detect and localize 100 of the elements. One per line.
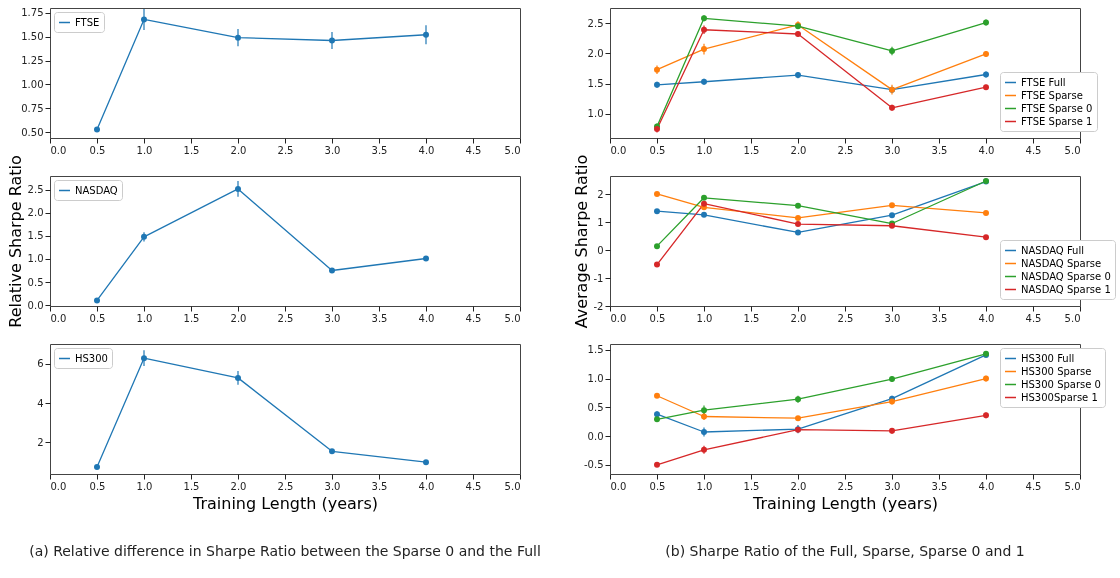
legend-label: HS300 — [75, 352, 108, 364]
y-tick-label: 2.0 — [27, 207, 44, 219]
x-tick-label: 2.0 — [790, 480, 807, 492]
x-tick-label: 2.0 — [790, 144, 807, 156]
x-tick-label: 3.5 — [931, 144, 948, 156]
x-tick-label: 1.0 — [696, 144, 713, 156]
x-tick-label: 1.5 — [743, 144, 760, 156]
y-tick-label: 0 — [597, 244, 604, 256]
y-tick-label: -1 — [593, 272, 604, 284]
x-tick-label: 0.5 — [89, 480, 106, 492]
x-tick-label: 2.5 — [277, 480, 294, 492]
y-tick-label: 4 — [37, 397, 44, 409]
x-tick-label: 3.5 — [371, 312, 388, 324]
legend-label: HS300 Sparse 0 — [1021, 378, 1101, 390]
x-axis-title: Training Length (years) — [751, 493, 939, 513]
x-tick-label: 0.0 — [50, 312, 67, 324]
x-tick-label: 1.0 — [136, 144, 153, 156]
y-tick-label: 0.5 — [587, 401, 604, 413]
legend-label: FTSE — [75, 16, 100, 28]
y-tick-label: 1.50 — [21, 31, 44, 43]
y-axis-title: Relative Sharpe Ratio — [5, 155, 25, 328]
x-tick-label: 5.0 — [504, 144, 521, 156]
x-tick-label: 3.0 — [884, 312, 901, 324]
x-tick-label: 1.5 — [183, 480, 200, 492]
x-tick-label: 1.0 — [696, 480, 713, 492]
x-tick-label: 0.0 — [50, 480, 67, 492]
legend-label: FTSE Sparse 1 — [1021, 115, 1093, 127]
legend-label: NASDAQ Sparse 0 — [1021, 270, 1111, 282]
y-tick-label: 0.0 — [27, 299, 44, 311]
y-tick-label: -2 — [593, 300, 604, 312]
y-tick-label: 1 — [597, 216, 604, 228]
x-tick-label: 4.0 — [418, 144, 435, 156]
x-tick-label: 0.0 — [610, 480, 627, 492]
legend-label: FTSE Sparse — [1021, 89, 1083, 101]
y-tick-label: -0.5 — [583, 459, 604, 471]
y-tick-label: 1.0 — [587, 108, 604, 120]
y-tick-label: 1.0 — [27, 253, 44, 265]
x-tick-label: 2.0 — [230, 480, 247, 492]
x-tick-label: 2.0 — [790, 312, 807, 324]
x-tick-label: 1.5 — [183, 312, 200, 324]
x-tick-label: 0.5 — [89, 144, 106, 156]
x-axis-title: Training Length (years) — [191, 493, 379, 513]
y-tick-label: 0.0 — [587, 430, 604, 442]
x-tick-label: 0.0 — [610, 144, 627, 156]
y-tick-label: 2 — [37, 436, 44, 448]
x-tick-label: 4.0 — [978, 480, 995, 492]
x-tick-label: 3.5 — [371, 480, 388, 492]
x-tick-label: 0.5 — [649, 480, 666, 492]
x-tick-label: 0.5 — [649, 312, 666, 324]
y-tick-label: 1.0 — [587, 373, 604, 385]
y-tick-label: 0.50 — [21, 126, 44, 138]
x-tick-label: 0.5 — [649, 144, 666, 156]
legend-label: HS300 Sparse — [1021, 365, 1092, 377]
legend-label: NASDAQ Sparse — [1021, 257, 1102, 269]
y-tick-label: 1.75 — [21, 7, 44, 19]
legend-label: NASDAQ — [75, 184, 118, 196]
text: (b) Sharpe Ratio of the Full, Sparse, Sparse 0 and 1 — [665, 543, 1025, 559]
x-tick-label: 2.5 — [277, 144, 294, 156]
y-tick-label: 1.25 — [21, 55, 44, 67]
x-tick-label: 3.0 — [884, 144, 901, 156]
x-tick-label: 5.0 — [1064, 312, 1081, 324]
x-tick-label: 0.5 — [89, 312, 106, 324]
x-tick-label: 2.5 — [837, 144, 854, 156]
legend-label: HS300 Full — [1021, 352, 1075, 364]
x-tick-label: 2.5 — [837, 480, 854, 492]
legend-label: HS300Sparse 1 — [1021, 391, 1098, 403]
y-tick-label: 1.5 — [27, 230, 44, 242]
y-tick-label: 1.00 — [21, 78, 44, 90]
x-tick-label: 3.5 — [371, 144, 388, 156]
x-tick-label: 1.5 — [743, 312, 760, 324]
x-tick-label: 2.0 — [230, 144, 247, 156]
legend-label: FTSE Sparse 0 — [1021, 102, 1093, 114]
x-tick-label: 3.0 — [324, 480, 341, 492]
x-tick-label: 2.5 — [837, 312, 854, 324]
x-tick-label: 4.0 — [978, 144, 995, 156]
x-tick-label: 4.5 — [1025, 144, 1042, 156]
x-tick-label: 3.0 — [324, 312, 341, 324]
legend-label: FTSE Full — [1021, 76, 1066, 88]
y-tick-label: 2.5 — [587, 17, 604, 29]
x-tick-label: 4.0 — [978, 312, 995, 324]
x-tick-label: 0.0 — [610, 312, 627, 324]
y-tick-label: 2 — [597, 188, 604, 200]
y-axis-title: Average Sharpe Ratio — [571, 154, 591, 329]
x-tick-label: 1.5 — [743, 480, 760, 492]
y-tick-label: 2.0 — [587, 47, 604, 59]
y-tick-label: 2.5 — [27, 184, 44, 196]
x-tick-label: 2.0 — [230, 312, 247, 324]
x-tick-label: 1.0 — [136, 480, 153, 492]
y-tick-label: 1.5 — [587, 78, 604, 90]
x-tick-label: 4.0 — [418, 480, 435, 492]
x-tick-label: 2.5 — [277, 312, 294, 324]
y-tick-label: 0.75 — [21, 102, 44, 114]
x-tick-label: 4.5 — [465, 144, 482, 156]
x-tick-label: 4.5 — [465, 312, 482, 324]
x-tick-label: 1.0 — [136, 312, 153, 324]
x-tick-label: 4.5 — [465, 480, 482, 492]
y-tick-label: 6 — [37, 358, 44, 370]
x-tick-label: 1.0 — [696, 312, 713, 324]
x-tick-label: 5.0 — [1064, 144, 1081, 156]
x-tick-label: 5.0 — [1064, 480, 1081, 492]
